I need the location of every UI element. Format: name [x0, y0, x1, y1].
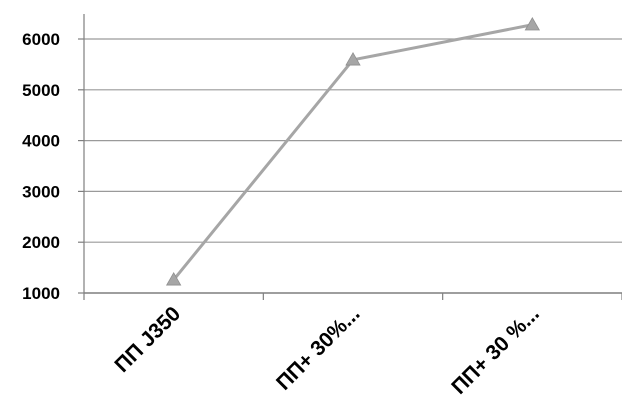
x-tick-label: ПП+ 30 %... — [447, 302, 544, 399]
data-point-triangle — [165, 271, 182, 286]
series-layer — [165, 16, 541, 286]
x-tick-labels: ПП J350 ПП+ 30%... ПП+ 30 %... — [110, 302, 543, 399]
y-tick-label: 6000 — [22, 30, 60, 49]
y-tick-label: 4000 — [22, 132, 60, 151]
data-point-triangle — [524, 16, 541, 31]
y-tick-label: 3000 — [22, 182, 60, 201]
x-tick-label: ПП J350 — [110, 302, 185, 377]
y-tick-labels: 1000 2000 3000 4000 5000 6000 — [22, 30, 60, 303]
data-point-triangle — [345, 52, 361, 66]
y-tick-label: 1000 — [22, 284, 60, 303]
grid-lines — [84, 38, 622, 243]
y-tick-label: 2000 — [22, 233, 60, 252]
axes — [78, 14, 622, 300]
y-tick-label: 5000 — [22, 81, 60, 100]
x-tick-label: ПП+ 30%... — [272, 302, 365, 395]
